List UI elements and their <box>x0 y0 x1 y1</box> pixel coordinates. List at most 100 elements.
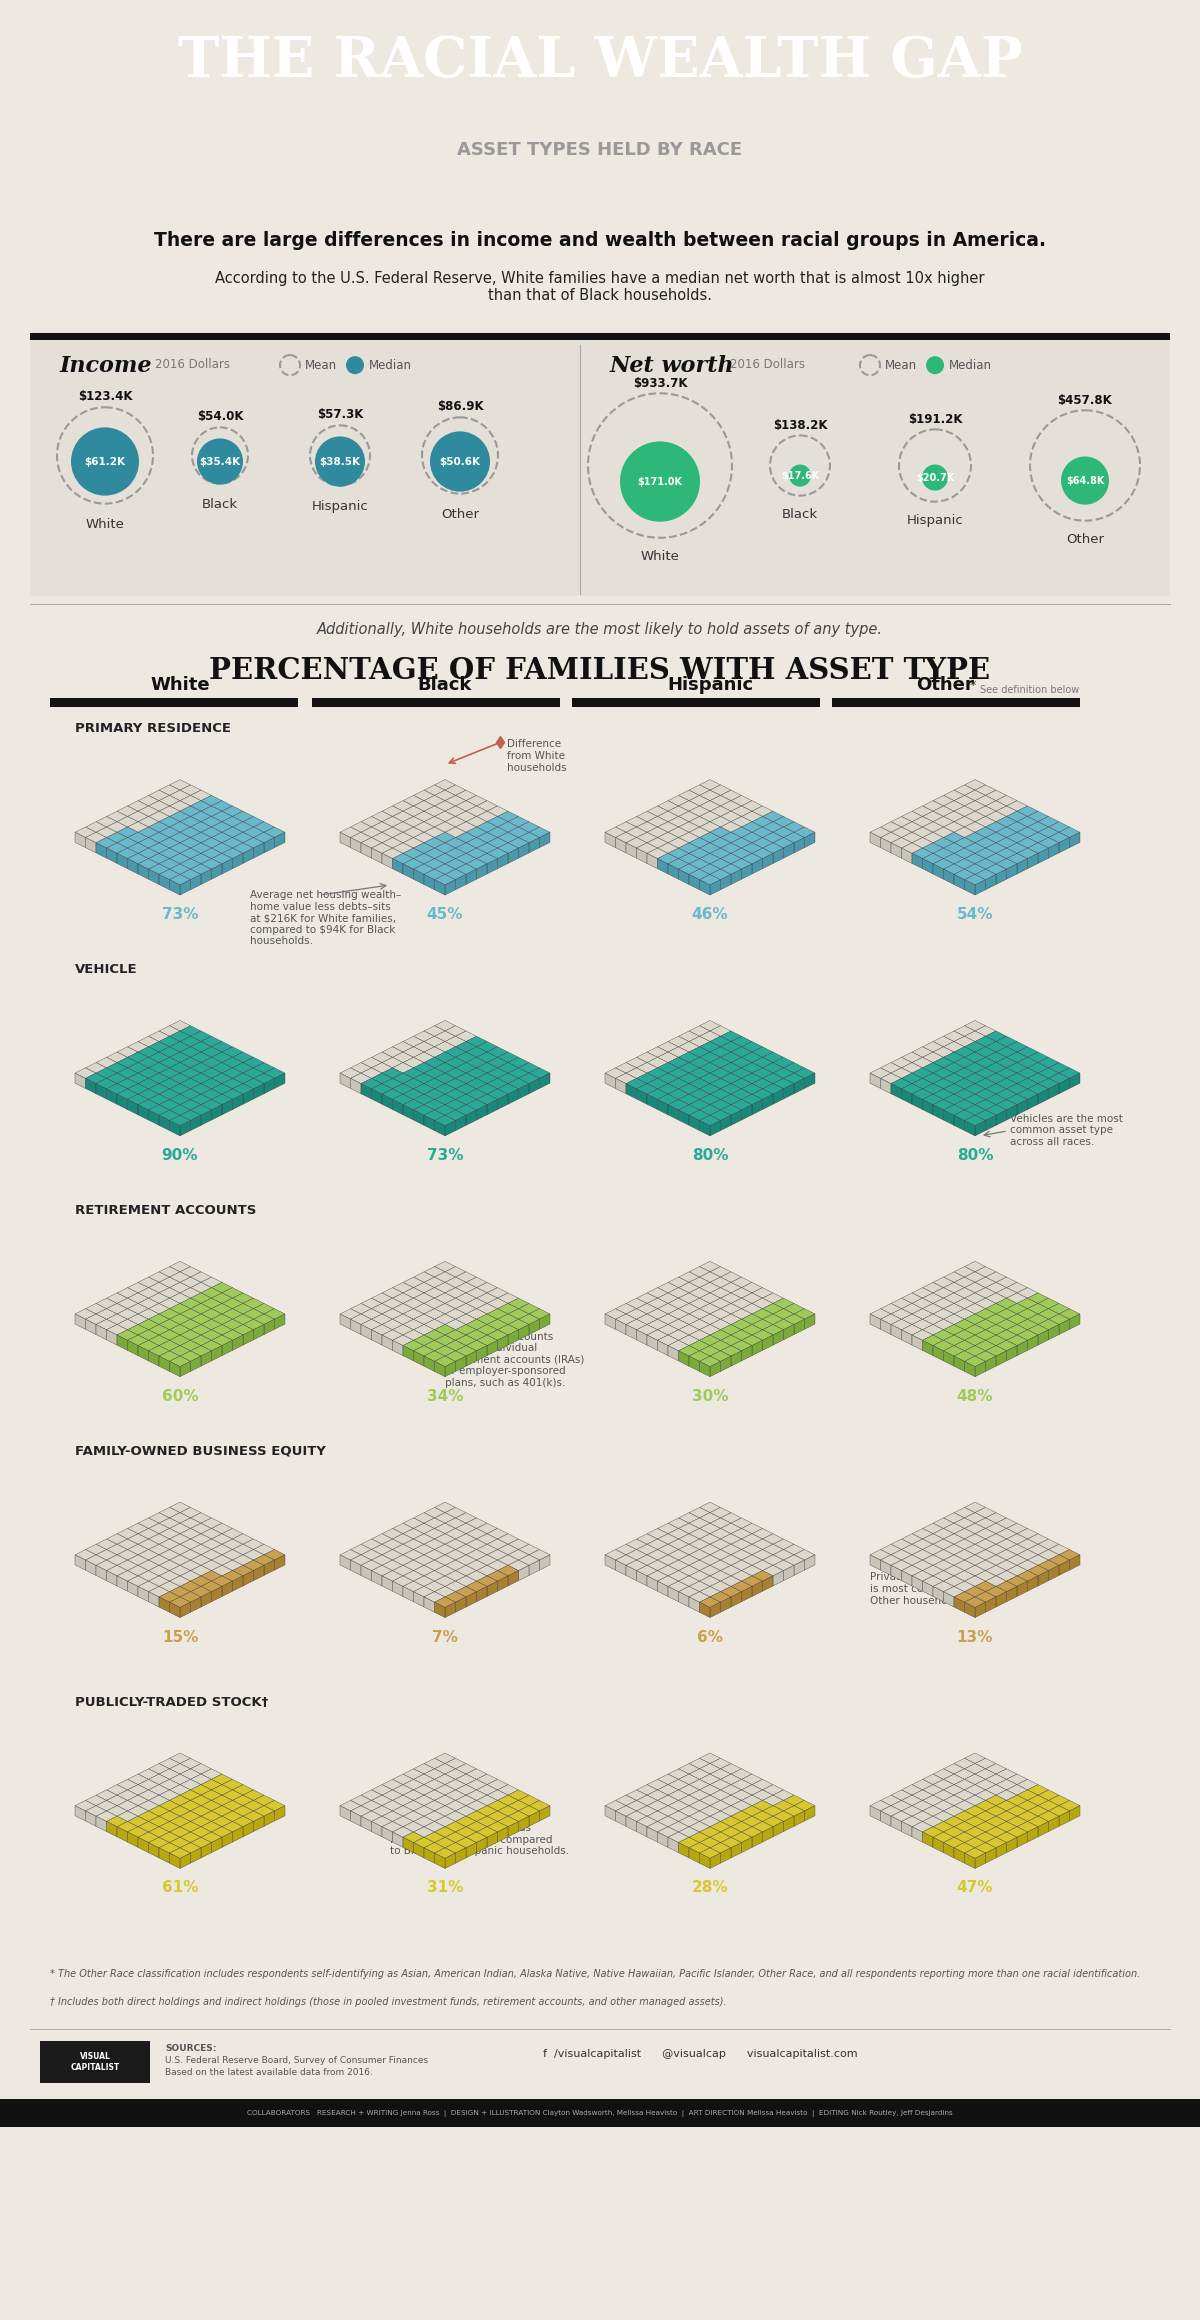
Polygon shape <box>668 1587 678 1601</box>
Polygon shape <box>211 833 233 842</box>
Polygon shape <box>658 1833 668 1847</box>
Polygon shape <box>668 1768 689 1779</box>
Polygon shape <box>934 1582 954 1592</box>
Polygon shape <box>414 1826 434 1837</box>
Polygon shape <box>107 1817 127 1826</box>
Polygon shape <box>361 1791 382 1800</box>
Polygon shape <box>169 812 191 821</box>
Polygon shape <box>996 1100 1018 1109</box>
Polygon shape <box>96 1067 118 1079</box>
Polygon shape <box>923 1283 943 1292</box>
Polygon shape <box>487 1571 508 1582</box>
Polygon shape <box>340 1550 361 1559</box>
Polygon shape <box>540 1074 550 1088</box>
Polygon shape <box>965 1763 985 1775</box>
Polygon shape <box>965 1313 985 1325</box>
Polygon shape <box>710 1821 731 1833</box>
Polygon shape <box>773 1058 794 1067</box>
Polygon shape <box>773 1299 794 1308</box>
Polygon shape <box>233 1074 253 1083</box>
Polygon shape <box>382 1779 403 1791</box>
Polygon shape <box>275 1805 286 1821</box>
Polygon shape <box>414 800 434 812</box>
Polygon shape <box>222 1821 242 1833</box>
Polygon shape <box>784 1805 804 1817</box>
Polygon shape <box>1007 1575 1027 1587</box>
Polygon shape <box>118 1095 127 1109</box>
Polygon shape <box>1060 1812 1069 1826</box>
Polygon shape <box>434 1325 456 1334</box>
Polygon shape <box>870 826 890 838</box>
Polygon shape <box>529 826 550 838</box>
Polygon shape <box>996 1791 1018 1800</box>
Polygon shape <box>934 1821 954 1833</box>
Polygon shape <box>487 1308 508 1320</box>
Polygon shape <box>149 1334 169 1346</box>
Polygon shape <box>476 854 498 863</box>
Text: 13%: 13% <box>956 1629 994 1645</box>
Polygon shape <box>668 1529 689 1538</box>
Polygon shape <box>118 1058 138 1067</box>
Polygon shape <box>392 1833 403 1847</box>
Polygon shape <box>169 1292 191 1304</box>
Polygon shape <box>974 1121 985 1137</box>
Polygon shape <box>242 1821 253 1837</box>
Polygon shape <box>191 1083 211 1095</box>
Polygon shape <box>689 1320 710 1329</box>
Polygon shape <box>626 817 647 826</box>
Polygon shape <box>752 1529 773 1538</box>
Polygon shape <box>647 1308 668 1320</box>
Polygon shape <box>1018 1046 1038 1058</box>
Polygon shape <box>424 1046 445 1058</box>
Polygon shape <box>678 800 700 812</box>
Polygon shape <box>414 1796 434 1805</box>
Polygon shape <box>1018 1538 1038 1550</box>
Polygon shape <box>710 1603 720 1617</box>
Polygon shape <box>731 1529 752 1538</box>
Polygon shape <box>180 1058 202 1067</box>
Polygon shape <box>668 1058 689 1067</box>
Polygon shape <box>720 1346 742 1357</box>
Polygon shape <box>96 1812 118 1821</box>
Polygon shape <box>668 1779 689 1791</box>
Polygon shape <box>1049 1545 1069 1554</box>
Polygon shape <box>424 1341 445 1350</box>
Polygon shape <box>689 1812 710 1821</box>
Polygon shape <box>403 1837 414 1854</box>
Polygon shape <box>149 1805 169 1817</box>
Polygon shape <box>923 1796 943 1805</box>
Polygon shape <box>985 1826 1007 1837</box>
Polygon shape <box>720 833 742 842</box>
Text: $57.3K: $57.3K <box>317 408 364 422</box>
Polygon shape <box>476 1051 498 1063</box>
Polygon shape <box>912 1334 923 1350</box>
Polygon shape <box>253 1554 275 1566</box>
Polygon shape <box>424 817 445 826</box>
Polygon shape <box>720 1116 731 1130</box>
Polygon shape <box>350 1074 372 1083</box>
Polygon shape <box>253 1325 264 1341</box>
Polygon shape <box>901 1083 923 1095</box>
Polygon shape <box>678 1796 700 1805</box>
Polygon shape <box>191 791 211 800</box>
Polygon shape <box>158 1779 180 1791</box>
Polygon shape <box>965 1262 985 1271</box>
Polygon shape <box>180 1842 202 1854</box>
Polygon shape <box>943 1587 965 1596</box>
Polygon shape <box>636 1817 658 1826</box>
Polygon shape <box>392 1524 414 1534</box>
Polygon shape <box>118 849 138 858</box>
Polygon shape <box>149 1304 169 1313</box>
Polygon shape <box>784 842 794 858</box>
Polygon shape <box>118 1079 138 1088</box>
Polygon shape <box>211 1074 233 1083</box>
Polygon shape <box>985 1063 1007 1074</box>
Polygon shape <box>158 1842 180 1854</box>
Polygon shape <box>158 849 180 858</box>
Polygon shape <box>169 1104 191 1116</box>
Polygon shape <box>720 1575 742 1587</box>
Polygon shape <box>372 1534 392 1545</box>
Polygon shape <box>658 800 678 812</box>
Polygon shape <box>731 805 752 817</box>
Polygon shape <box>1027 1083 1049 1095</box>
